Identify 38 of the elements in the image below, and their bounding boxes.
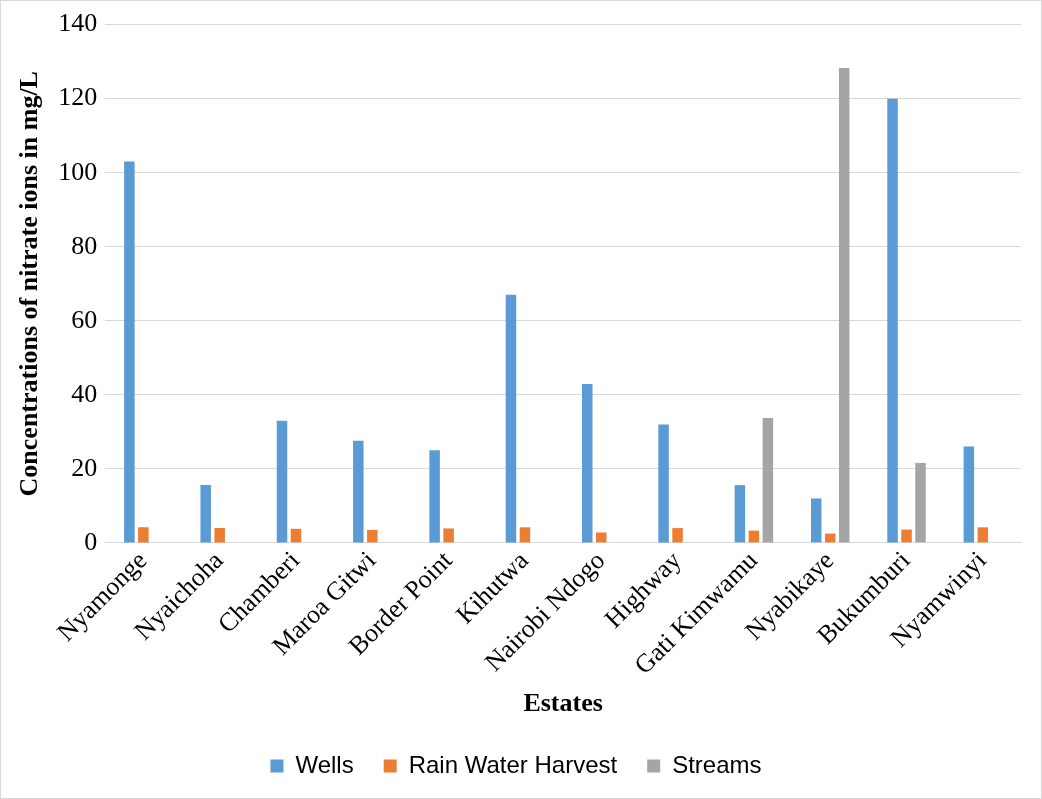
bar bbox=[810, 498, 822, 543]
bar bbox=[429, 450, 440, 543]
legend-label: Streams bbox=[672, 750, 762, 778]
bar bbox=[138, 527, 149, 543]
y-tick-label: 100 bbox=[58, 156, 98, 186]
bar bbox=[672, 528, 683, 543]
y-tick-label: 60 bbox=[71, 304, 98, 334]
bar bbox=[762, 418, 774, 543]
y-tick-label: 40 bbox=[71, 378, 98, 408]
bar bbox=[887, 98, 898, 543]
x-axis-title: Estates bbox=[523, 688, 603, 718]
legend-label: Wells bbox=[295, 750, 354, 778]
y-tick-label: 20 bbox=[71, 452, 98, 482]
bar bbox=[367, 529, 378, 543]
bar bbox=[582, 384, 593, 543]
bar bbox=[124, 161, 135, 543]
bar bbox=[596, 532, 607, 543]
bar bbox=[838, 67, 850, 543]
bar bbox=[353, 440, 364, 543]
y-tick-label: 80 bbox=[71, 230, 98, 260]
bar bbox=[519, 527, 531, 543]
y-axis-title: Concentrations of nitrate ions in mg/L bbox=[14, 71, 44, 497]
legend-label: Rain Water Harvest bbox=[408, 750, 618, 778]
bar bbox=[734, 485, 746, 543]
bar bbox=[658, 424, 669, 543]
bar bbox=[276, 420, 288, 543]
bar bbox=[977, 527, 989, 543]
bar bbox=[505, 294, 517, 543]
bar bbox=[901, 529, 912, 543]
bar bbox=[290, 528, 302, 543]
bar bbox=[915, 462, 926, 543]
bar bbox=[214, 528, 225, 543]
y-tick-label: 140 bbox=[58, 8, 98, 38]
bar bbox=[200, 485, 211, 543]
y-tick-label: 0 bbox=[84, 526, 98, 556]
y-tick-label: 120 bbox=[58, 82, 98, 112]
bar bbox=[443, 528, 454, 543]
bar bbox=[963, 446, 975, 543]
